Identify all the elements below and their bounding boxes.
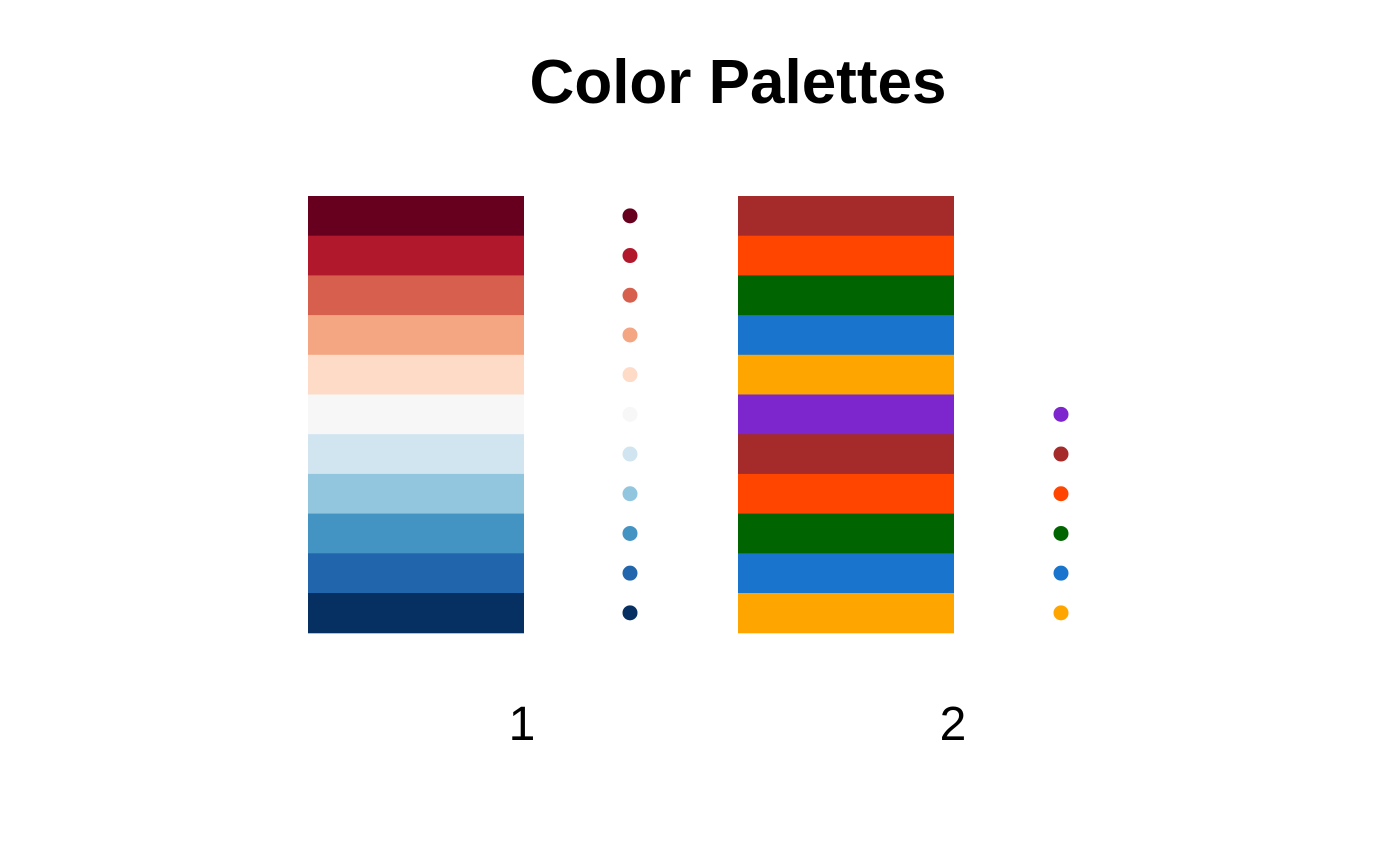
palette-1-band-8: [308, 473, 524, 515]
palette-2-band-7: [738, 434, 954, 475]
palette-1-band-3: [308, 275, 524, 316]
palette-2-band-2: [738, 235, 954, 276]
palette-2-dot-1: [1053, 406, 1069, 422]
palette-2-band-1: [738, 196, 954, 237]
palette-1-dot-7: [622, 446, 638, 462]
palette-2-label: 2: [940, 698, 967, 751]
palette-1-dot-2: [622, 248, 638, 264]
palette-2-dot-4: [1053, 525, 1069, 541]
palette-1-band-6: [308, 394, 524, 435]
palette-2-band-4: [738, 315, 954, 356]
palette-1-dot-6: [622, 406, 638, 422]
palette-1-band-11: [308, 593, 524, 634]
palette-2-band-6: [738, 394, 954, 435]
palette-2-band-8: [738, 473, 954, 515]
palette-1-dot-11: [622, 605, 638, 621]
palette-1-band-7: [308, 434, 524, 475]
palette-2-dot-6: [1053, 605, 1069, 621]
palette-1-band-9: [308, 513, 524, 554]
palette-1-band-10: [308, 553, 524, 594]
palette-2-band-11: [738, 593, 954, 634]
palette-1-dot-10: [622, 565, 638, 581]
palette-2-band-3: [738, 275, 954, 316]
palette-1: 1: [308, 196, 638, 751]
palette-2-band-5: [738, 354, 954, 396]
palette-2-band-10: [738, 553, 954, 594]
palette-1-band-2: [308, 235, 524, 276]
palette-2: 2: [738, 196, 1069, 751]
palette-1-band-4: [308, 315, 524, 356]
palette-1-dot-1: [622, 208, 638, 224]
chart-title: Color Palettes: [530, 48, 947, 117]
palette-2-band-9: [738, 513, 954, 554]
palette-1-label: 1: [509, 698, 536, 751]
palette-1-band-1: [308, 196, 524, 237]
palette-1-dot-8: [622, 486, 638, 502]
palette-2-dot-2: [1053, 446, 1069, 462]
palette-1-dot-4: [622, 327, 638, 343]
palette-1-band-5: [308, 354, 524, 396]
palette-2-dot-5: [1053, 565, 1069, 581]
palette-1-dot-3: [622, 287, 638, 303]
palette-1-dot-9: [622, 525, 638, 541]
palette-1-dot-5: [622, 367, 638, 383]
palette-2-dot-3: [1053, 486, 1069, 502]
